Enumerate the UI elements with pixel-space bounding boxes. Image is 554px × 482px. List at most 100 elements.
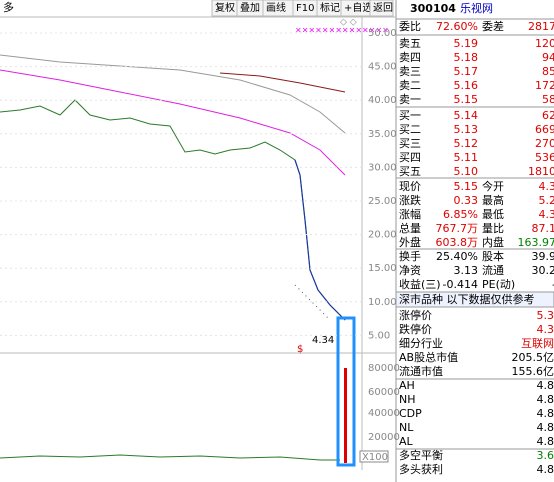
extra-label: 涨停价: [399, 308, 432, 322]
extra-label: 多空平衡: [399, 448, 443, 462]
quote-cell: PE(动): [482, 278, 515, 291]
book-volume: 669: [535, 123, 554, 136]
price-tick-label: 15.00: [368, 263, 397, 274]
book-label: 买三: [399, 137, 421, 150]
price-tick-label: 10.00: [368, 297, 397, 308]
quote-cell: 5.2: [539, 194, 554, 207]
volume-tick-label: 40000: [368, 408, 400, 419]
unit-box: [359, 450, 389, 463]
toolbar-button-label[interactable]: 返回: [373, 2, 393, 14]
extra-value: 3.6: [537, 449, 554, 462]
quote-cell: 最高: [482, 193, 504, 207]
volume-unit: X100: [362, 452, 388, 463]
book-volume: 120: [535, 37, 554, 50]
book-label: 卖一: [399, 93, 421, 106]
toolbar-button-label[interactable]: +自选: [344, 1, 372, 14]
quote-cell: 净资: [399, 263, 421, 277]
toolbar-button[interactable]: [369, 0, 394, 17]
quote-cell: 换手: [399, 249, 421, 263]
extra-label: NL: [399, 421, 414, 434]
price-tick-label: 35.00: [368, 129, 397, 140]
ma-line: [0, 69, 346, 176]
book-label: 卖三: [399, 65, 421, 78]
extra-label: NH: [399, 393, 416, 406]
indicator: ××××××××××××××: [295, 26, 389, 35]
quote-cell: 今开: [482, 179, 504, 193]
marker: $: [297, 344, 303, 355]
quote-cell: 涨跌: [399, 193, 421, 207]
book-volume: 536: [535, 151, 554, 164]
quote-cell: 5.15: [454, 180, 479, 193]
book-volume: 62: [542, 109, 554, 122]
book-volume: 94: [542, 51, 554, 64]
quote-cell: 30.2: [532, 264, 554, 277]
low-label: 4.34: [312, 335, 334, 346]
extra-label: AL: [399, 435, 414, 448]
volume-tick-label: 60000: [368, 387, 400, 398]
volume-tick-label: 20000: [368, 432, 400, 443]
quote-cell: 603.8万: [436, 236, 479, 249]
book-price: 5.11: [454, 151, 479, 164]
quote-cell: 委比: [399, 20, 421, 33]
section-header: [395, 291, 554, 308]
quote-cell: 6.85%: [443, 208, 478, 221]
book-price: 5.15: [454, 93, 479, 106]
quote-cell: 4.3: [539, 208, 554, 221]
book-price: 5.18: [454, 51, 479, 64]
book-label: 卖四: [399, 51, 421, 64]
quote-cell: 25.40%: [436, 250, 478, 263]
toolbar-button-label[interactable]: 复权: [215, 1, 235, 14]
icon: ◇ ◇: [340, 18, 357, 28]
extra-value: 4.8: [537, 407, 554, 420]
extra-value: 4.8: [537, 379, 554, 392]
toolbar-button-label[interactable]: F10: [296, 3, 314, 14]
volume-bar: [344, 368, 347, 463]
extra-value: 4.8: [537, 421, 554, 434]
price-tick-label: 30.00: [368, 162, 397, 173]
quote-cell: 72.60%: [436, 20, 478, 33]
ma-line: [0, 54, 346, 134]
extra-value: 4.8: [537, 393, 554, 406]
extra-value: 互联网: [521, 337, 554, 350]
toolbar-button-label[interactable]: 画线: [266, 1, 286, 14]
book-label: 卖五: [399, 37, 421, 50]
price-tick-label: 45.00: [368, 62, 397, 73]
book-label: 买二: [399, 123, 421, 136]
book-price: 5.19: [454, 37, 479, 50]
extra-label: AH: [399, 379, 415, 392]
book-volume: 1810: [528, 165, 554, 178]
volume-bars: [0, 454, 340, 461]
quote-cell: 87.1: [532, 222, 554, 235]
toolbar-button-label[interactable]: 标记: [320, 2, 340, 14]
extra-value: 205.5亿: [512, 351, 554, 364]
quote-cell: 163.97: [518, 236, 554, 249]
quote-cell: -0.414: [443, 278, 478, 291]
quote-cell: 0.33: [454, 194, 479, 207]
book-price: 5.12: [454, 137, 479, 150]
extra-label: 多头获利: [399, 462, 443, 476]
stock-code: 300104: [410, 2, 456, 15]
quote-cell: 2817: [528, 20, 554, 33]
quote-cell: 委差: [482, 19, 504, 33]
extra-value: 4.8: [537, 435, 554, 448]
book-volume: 58: [542, 93, 554, 106]
quote-cell: 3.13: [454, 264, 479, 277]
extra-label: AB股总市值: [399, 350, 458, 364]
quote-cell: 股本: [482, 249, 504, 263]
quote-cell: 总量: [399, 221, 421, 235]
quote-cell: 外盘: [399, 235, 421, 249]
toolbar-button-label[interactable]: 叠加: [240, 2, 260, 14]
quote-cell: 涨幅: [399, 208, 421, 221]
highlight-box: [336, 316, 356, 467]
quote-cell: 最低: [482, 208, 504, 221]
extra-label: CDP: [399, 407, 422, 420]
quote-cell: 量比: [482, 222, 504, 235]
book-price: 5.13: [454, 123, 479, 136]
book-label: 卖二: [399, 79, 421, 92]
book-volume: 270: [535, 137, 554, 150]
book-volume: 85: [542, 65, 554, 78]
book-label: 买五: [399, 165, 421, 178]
extra-value: 155.6亿: [512, 365, 554, 378]
price-tick-label: 20.00: [368, 230, 397, 241]
